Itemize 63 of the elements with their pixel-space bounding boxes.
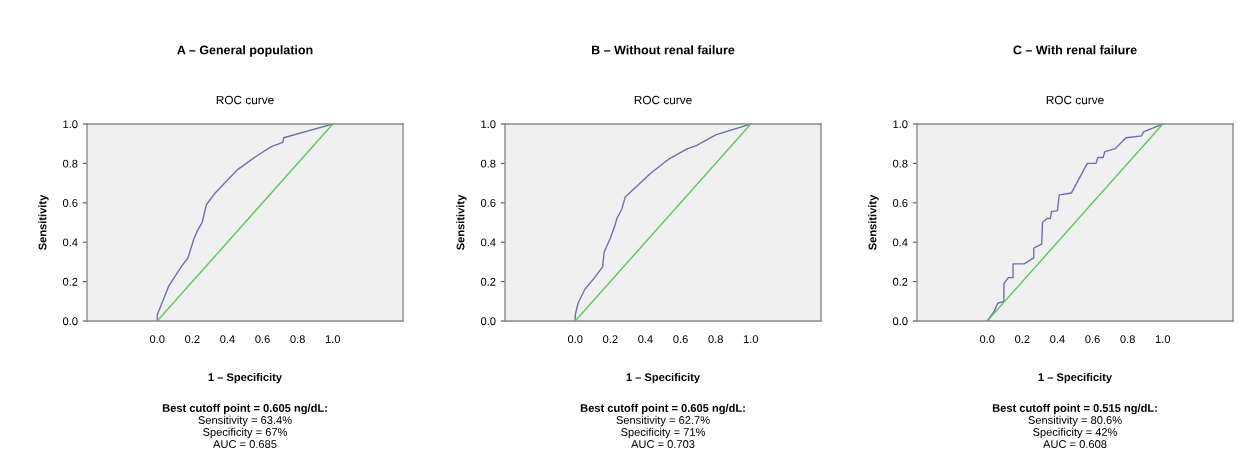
- x-tick-label: 0.4: [220, 335, 235, 344]
- line-series: [156, 124, 334, 321]
- y-tick-label: 0.8: [62, 159, 78, 168]
- chart-subtitle: ROC curve: [634, 95, 692, 105]
- y-tick-label: 0.2: [62, 277, 78, 286]
- x-tick-label: 1.0: [325, 335, 341, 344]
- text: AUC = 0.608: [1043, 440, 1107, 448]
- text: Best cutoff point = 0.515 ng/dL:: [992, 403, 1157, 415]
- y-tick-label: 0.4: [892, 238, 908, 247]
- y-tick-label: 0.0: [892, 317, 908, 326]
- y-axis-title: Sensitivity: [456, 194, 467, 250]
- x-tick-label: 0.0: [979, 335, 995, 344]
- text: AUC = 0.703: [631, 440, 695, 448]
- y-tick-label: 0.8: [480, 159, 496, 168]
- x-tick-label: 0.0: [149, 335, 165, 344]
- x-tick-label: 0.8: [1120, 335, 1135, 344]
- x-tick-label: 0.2: [185, 335, 200, 344]
- text: AUC = 0.685: [213, 440, 277, 448]
- x-tick-label: 0.2: [603, 335, 618, 344]
- x-tick-label: 0.2: [1015, 335, 1030, 344]
- y-tick-label: 1.0: [63, 120, 78, 129]
- y-tick-label: 1.0: [893, 120, 908, 129]
- x-tick-label: 0.6: [1085, 335, 1100, 344]
- chart-subtitle: ROC curve: [216, 95, 274, 105]
- x-tick-label: 1.0: [743, 335, 759, 344]
- y-tick-label: 0.6: [62, 199, 78, 207]
- y-tick-label: 0.6: [892, 199, 908, 207]
- line-series: [574, 124, 752, 321]
- chart-title: A – General population: [177, 45, 313, 57]
- x-axis-title: 1 – Specificity: [626, 372, 700, 384]
- x-tick-label: 0.8: [708, 335, 723, 344]
- text: Specificity = 71%: [621, 427, 706, 439]
- x-tick-label: 0.8: [290, 335, 305, 344]
- x-tick-label: 0.4: [638, 335, 653, 344]
- y-tick-label: 0.6: [480, 199, 496, 207]
- line-series: [986, 124, 1164, 321]
- text: Sensitivity = 80.6%: [1028, 415, 1122, 427]
- y-tick-label: 1.0: [481, 120, 496, 129]
- text: Best cutoff point = 0.605 ng/dL:: [580, 403, 745, 415]
- y-tick-label: 0.0: [480, 317, 496, 326]
- text: Sensitivity = 63.4%: [198, 415, 292, 427]
- text: Specificity = 67%: [203, 427, 288, 439]
- text: Best cutoff point = 0.605 ng/dL:: [162, 403, 327, 415]
- x-axis-title: 1 – Specificity: [1038, 372, 1112, 384]
- x-tick-label: 1.0: [1155, 335, 1171, 344]
- text: Specificity = 42%: [1033, 427, 1118, 439]
- y-tick-label: 0.0: [62, 317, 78, 326]
- y-tick-label: 0.2: [480, 277, 496, 286]
- y-axis-title: Sensitivity: [38, 194, 49, 250]
- chart-title: C – With renal failure: [1013, 45, 1137, 55]
- y-tick-label: 0.2: [892, 277, 908, 286]
- y-tick-label: 0.4: [62, 238, 78, 247]
- y-axis-title: Sensitivity: [868, 194, 879, 250]
- chart-subtitle: ROC curve: [1046, 95, 1104, 105]
- x-tick-label: 0.4: [1050, 335, 1065, 344]
- x-tick-label: 0.6: [255, 335, 270, 344]
- chart-title: B – Without renal failure: [592, 45, 735, 55]
- y-tick-label: 0.8: [892, 159, 908, 168]
- x-tick-label: 0.0: [567, 335, 583, 344]
- y-tick-label: 0.4: [480, 238, 496, 247]
- x-axis-title: 1 – Specificity: [208, 372, 282, 384]
- x-tick-label: 0.6: [673, 335, 688, 344]
- text: Sensitivity = 62.7%: [616, 415, 710, 427]
